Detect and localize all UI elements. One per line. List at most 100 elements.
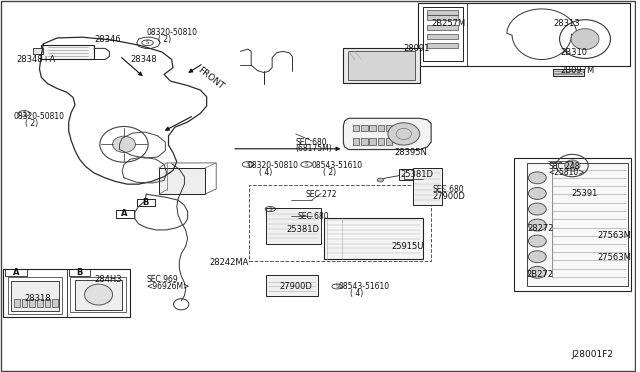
Bar [399,169,425,180]
Bar [353,138,359,145]
Text: S: S [246,162,250,167]
Ellipse shape [564,160,580,171]
Text: S: S [146,40,149,45]
Text: 28091: 28091 [404,44,430,53]
Bar [428,43,458,48]
Text: 27563M: 27563M [598,253,632,262]
Text: A: A [13,268,19,277]
Bar [249,185,431,261]
Polygon shape [344,118,431,150]
Text: SEC.969: SEC.969 [147,275,178,284]
Bar [137,199,154,206]
Text: S: S [269,206,272,212]
Bar [42,45,94,59]
Text: 25915U: 25915U [391,242,424,251]
Text: 08543-51610: 08543-51610 [339,282,390,291]
Bar [428,34,458,39]
Bar [378,138,384,145]
Bar [22,299,28,307]
Ellipse shape [529,219,546,231]
Bar [428,15,458,20]
Bar [12,281,58,311]
Bar [33,48,44,54]
Bar [527,163,628,286]
Bar [5,269,27,276]
Bar [353,125,359,131]
Text: ( 4): ( 4) [350,289,364,298]
Bar [70,277,126,312]
Bar [266,208,321,244]
Bar [116,210,134,218]
Text: 08320-50810: 08320-50810 [14,112,65,121]
Text: 25381D: 25381D [401,170,434,179]
Text: ( 2): ( 2) [157,35,171,44]
Text: SEC.680: SEC.680 [433,185,464,194]
Text: 2B097M: 2B097M [561,66,595,75]
Bar [75,280,122,310]
Text: 27900D: 27900D [280,282,313,291]
Text: 08320-50810: 08320-50810 [147,28,197,37]
Text: ( 4): ( 4) [259,168,273,177]
Bar [386,138,392,145]
Ellipse shape [388,123,420,145]
Bar [159,168,205,194]
Bar [52,299,58,307]
Text: B: B [143,198,149,207]
Ellipse shape [571,29,599,49]
Text: SEC.248: SEC.248 [548,162,580,171]
Text: 08320-50810: 08320-50810 [248,161,299,170]
Text: A: A [122,209,128,218]
Text: J28001F2: J28001F2 [571,350,613,359]
Ellipse shape [529,172,546,184]
Text: ( 2): ( 2) [323,168,336,177]
Bar [348,51,415,80]
Ellipse shape [113,136,136,153]
Bar [419,3,630,66]
Bar [423,7,463,61]
Ellipse shape [529,235,546,247]
Text: 25381D: 25381D [286,225,319,234]
Bar [361,138,367,145]
Bar [266,275,318,296]
Text: ( 2): ( 2) [26,119,38,128]
Text: 27900D: 27900D [433,192,465,201]
Text: (68175M): (68175M) [295,144,332,153]
Text: 28313: 28313 [553,19,580,28]
Text: FRONT: FRONT [196,65,225,91]
Bar [37,299,43,307]
Bar [68,269,90,276]
Text: 28346: 28346 [94,35,121,44]
Bar [378,125,384,131]
Text: 28395N: 28395N [394,148,427,157]
Bar [369,138,376,145]
Bar [369,125,376,131]
Bar [14,299,20,307]
Text: 28242MA: 28242MA [210,258,249,267]
Text: 2B257M: 2B257M [431,19,465,28]
Text: 2B272: 2B272 [527,270,554,279]
Text: 2B310: 2B310 [561,48,588,57]
Bar [514,158,631,291]
Text: 28272: 28272 [528,224,554,233]
Text: <96926M>: <96926M> [147,282,189,291]
Text: SEC.680: SEC.680 [298,212,329,221]
Bar [3,269,131,317]
Bar [8,277,62,314]
Ellipse shape [529,203,546,215]
Ellipse shape [84,284,113,305]
Ellipse shape [529,187,546,199]
Text: <25810>: <25810> [548,169,584,177]
Bar [428,10,458,15]
Bar [344,48,420,83]
Text: 08543-51610: 08543-51610 [312,161,363,170]
Text: B: B [76,268,83,277]
Bar [413,168,442,205]
Ellipse shape [529,266,546,278]
Text: 28348+A: 28348+A [16,55,55,64]
Bar [428,25,458,30]
Text: 25391: 25391 [571,189,597,198]
Text: 28348: 28348 [131,55,157,64]
Text: S: S [335,284,339,289]
Text: 28318: 28318 [24,294,51,303]
Text: S: S [305,162,308,167]
